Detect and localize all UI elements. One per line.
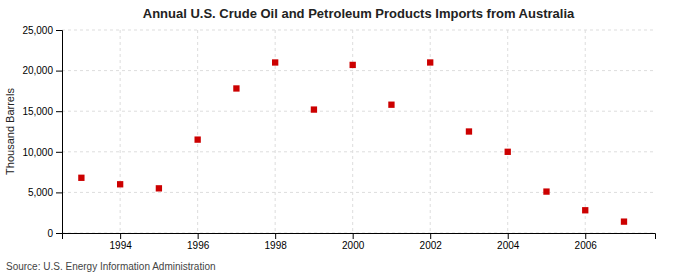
y-axis-tick: 0 bbox=[47, 228, 62, 239]
point bbox=[582, 207, 588, 213]
point bbox=[78, 175, 84, 181]
x-axis-tick-label: 2002 bbox=[420, 240, 443, 251]
point bbox=[194, 136, 200, 142]
point bbox=[621, 218, 627, 224]
grid-line bbox=[585, 30, 586, 233]
y-axis-line bbox=[56, 31, 63, 234]
x-axis-tick: 2004 bbox=[497, 233, 520, 251]
point bbox=[311, 106, 317, 112]
y-axis-tick-mark bbox=[56, 30, 62, 31]
grid bbox=[62, 30, 655, 233]
y-axis-title: Thousand Barrels bbox=[4, 88, 16, 175]
chart: 1994 1996 1998 2000 2002 2004 2006 0 5,000 10,000… bbox=[0, 0, 675, 275]
x-axis-tick-mark bbox=[585, 233, 586, 239]
point bbox=[117, 181, 123, 187]
y-axis-tick: 15,000 bbox=[22, 106, 62, 117]
y-axis-tick-mark bbox=[56, 71, 62, 72]
y-axis-tick: 10,000 bbox=[22, 147, 62, 158]
x-axis-tick-mark bbox=[275, 233, 276, 239]
x-axis-tick-label: 1996 bbox=[187, 240, 210, 251]
x-axis-tick-label: 2004 bbox=[497, 240, 520, 251]
x-axis-tick-label: 2006 bbox=[575, 240, 598, 251]
point bbox=[505, 149, 511, 155]
x-axis: 1994 1996 1998 2000 2002 2004 2006 bbox=[63, 233, 656, 251]
grid-line bbox=[507, 30, 508, 233]
grid-line bbox=[62, 111, 655, 112]
x-axis-tick-label: 1994 bbox=[110, 240, 133, 251]
x-axis-tick-label: 2000 bbox=[342, 240, 365, 251]
x-axis-tick-mark bbox=[508, 233, 509, 239]
y-axis-tick-label: 5,000 bbox=[28, 187, 53, 198]
x-axis-line bbox=[63, 234, 656, 240]
point bbox=[543, 188, 549, 194]
y-axis-tick-label: 10,000 bbox=[22, 147, 53, 158]
grid-line bbox=[62, 30, 655, 31]
point bbox=[350, 62, 356, 68]
title: Annual U.S. Crude Oil and Petroleum Prod… bbox=[143, 6, 575, 21]
points bbox=[78, 59, 627, 224]
x-axis-tick: 1994 bbox=[110, 233, 133, 251]
y-axis-tick-label: 25,000 bbox=[22, 25, 53, 36]
point bbox=[156, 185, 162, 191]
x-axis-tick-mark bbox=[430, 233, 431, 239]
y-axis-tick: 5,000 bbox=[28, 187, 62, 198]
y-axis-tick-label: 20,000 bbox=[22, 65, 53, 76]
y-axis-tick: 20,000 bbox=[22, 65, 62, 76]
point bbox=[427, 59, 433, 65]
y-axis-tick-mark bbox=[56, 192, 62, 193]
grid-line bbox=[352, 30, 353, 233]
grid-line bbox=[62, 151, 655, 152]
plot-area: 1994 1996 1998 2000 2002 2004 2006 0 5,000 10,000… bbox=[22, 25, 655, 251]
y-axis-tick-mark bbox=[56, 152, 62, 153]
x-axis-tick-mark bbox=[120, 233, 121, 239]
grid-line bbox=[197, 30, 198, 233]
y-axis: 0 5,000 10,000 15,000 20,000 25,000 bbox=[22, 25, 62, 239]
y-axis-tick-label: 0 bbox=[47, 228, 53, 239]
x-axis-tick: 1998 bbox=[265, 233, 288, 251]
point bbox=[388, 102, 394, 108]
x-axis-tick-mark bbox=[353, 233, 354, 239]
x-axis-tick: 1996 bbox=[187, 233, 210, 251]
y-axis-tick: 25,000 bbox=[22, 25, 62, 36]
grid-line bbox=[120, 30, 121, 233]
x-axis-tick-mark bbox=[198, 233, 199, 239]
grid-line bbox=[62, 70, 655, 71]
point bbox=[272, 59, 278, 65]
x-axis-tick: 2002 bbox=[420, 233, 443, 251]
x-axis-tick: 2000 bbox=[342, 233, 365, 251]
annotation: Source: U.S. Energy Information Administ… bbox=[6, 261, 216, 272]
point bbox=[233, 85, 239, 91]
y-axis-tick-mark bbox=[56, 111, 62, 112]
y-axis-tick-mark bbox=[56, 233, 62, 234]
point bbox=[466, 128, 472, 134]
x-axis-tick-label: 1998 bbox=[265, 240, 288, 251]
grid-line bbox=[62, 192, 655, 193]
y-axis-tick-label: 15,000 bbox=[22, 106, 53, 117]
x-axis-tick: 2006 bbox=[575, 233, 598, 251]
